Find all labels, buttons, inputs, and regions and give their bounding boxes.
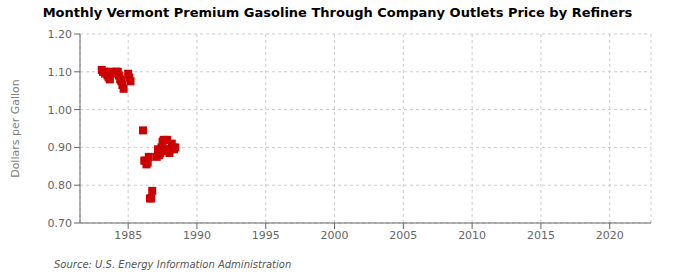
svg-text:1985: 1985: [114, 229, 142, 242]
html-text:Monthly Vermont Premium Gasoli: Monthly Vermont Premium Gasoline Through…: [42, 5, 633, 20]
svg-text:1995: 1995: [252, 229, 280, 242]
html-text:Source: U.S. Energy Informatio: Source: U.S. Energy Information Administ…: [54, 259, 292, 270]
svg-text:0.70: 0.70: [48, 217, 73, 230]
svg-text:1.00: 1.00: [48, 104, 73, 117]
svg-text:1.10: 1.10: [48, 66, 73, 79]
svg-text:Dollars per Gallon: Dollars per Gallon: [9, 79, 22, 178]
svg-text:2000: 2000: [321, 229, 349, 242]
svg-text:0.90: 0.90: [48, 141, 73, 154]
svg-text:2010: 2010: [458, 229, 486, 242]
svg-text:1.20: 1.20: [48, 28, 73, 41]
svg-text:2015: 2015: [527, 229, 555, 242]
svg-text:2005: 2005: [389, 229, 417, 242]
svg-text:1990: 1990: [183, 229, 211, 242]
svg-text:2020: 2020: [596, 229, 624, 242]
svg-text:0.80: 0.80: [48, 179, 73, 192]
